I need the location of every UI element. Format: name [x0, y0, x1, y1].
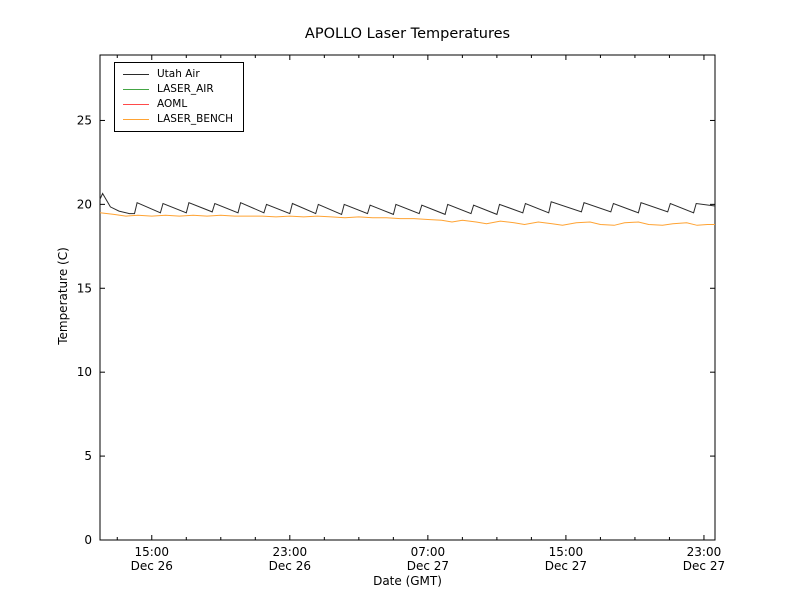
y-tick-label: 20	[77, 197, 92, 211]
x-tick-date-label: Dec 27	[683, 559, 725, 573]
x-tick-time-label: 15:00	[549, 545, 584, 559]
legend-item-aoml: AOML	[123, 98, 233, 110]
y-tick-label: 5	[84, 449, 92, 463]
series-line-utah-air	[99, 192, 716, 216]
legend-line-sample	[123, 73, 149, 75]
x-tick-time-label: 07:00	[411, 545, 446, 559]
x-tick-date-label: Dec 27	[545, 559, 587, 573]
legend-item-utah-air: Utah Air	[123, 68, 233, 80]
y-tick-label: 25	[77, 113, 92, 127]
legend-line-sample	[123, 88, 149, 90]
legend-label: AOML	[157, 98, 188, 110]
legend-line-sample	[123, 103, 149, 105]
legend-box: Utah Air LASER_AIR AOML LASER_BENCH	[114, 62, 245, 132]
legend-item-laser-air: LASER_AIR	[123, 83, 233, 95]
x-tick-time-label: 23:00	[273, 545, 308, 559]
legend-label: LASER_BENCH	[157, 113, 234, 125]
y-tick-label: 0	[84, 533, 92, 547]
x-tick-time-label: 15:00	[134, 545, 169, 559]
legend-line-sample	[123, 118, 149, 120]
x-tick-date-label: Dec 27	[407, 559, 449, 573]
y-tick-label: 10	[77, 365, 92, 379]
chart-title: APOLLO Laser Temperatures	[304, 26, 511, 42]
x-axis-label: Date (GMT)	[373, 574, 442, 588]
legend-label: LASER_AIR	[157, 83, 214, 95]
x-tick-date-label: Dec 26	[269, 559, 311, 573]
y-tick-label: 15	[77, 281, 92, 295]
axes-frame	[99, 54, 716, 541]
x-tick-time-label: 23:00	[687, 545, 722, 559]
x-tick-date-label: Dec 26	[131, 559, 173, 573]
series-line-laser-bench	[99, 212, 715, 226]
legend-item-laser-bench: LASER_BENCH	[123, 113, 233, 125]
legend-label: Utah Air	[157, 68, 200, 80]
